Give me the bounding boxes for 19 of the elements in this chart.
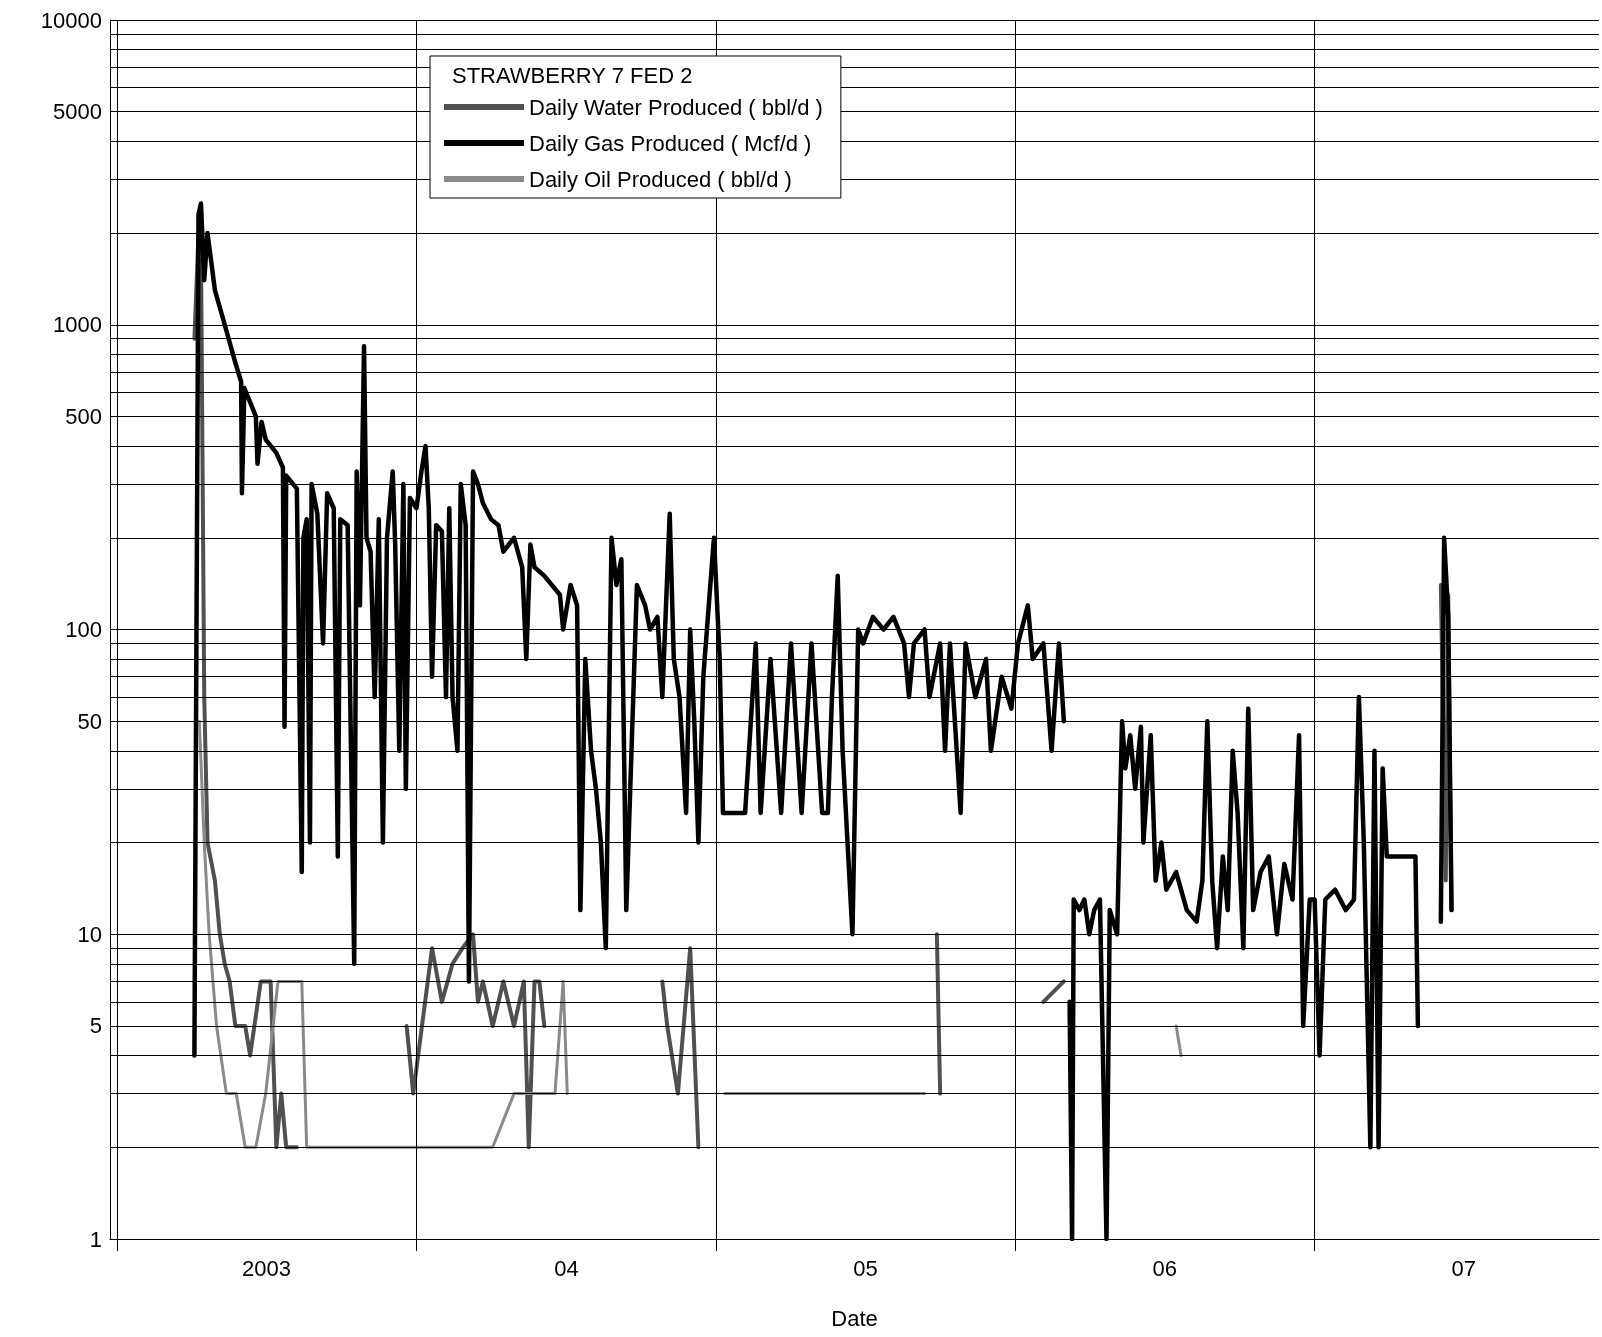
x-tick-label: 05 — [853, 1255, 878, 1281]
y-tick-label: 1000 — [53, 312, 102, 338]
y-tick-label: 1 — [89, 1226, 102, 1252]
y-tick-label: 10000 — [40, 7, 102, 33]
x-tick-label: 06 — [1152, 1255, 1177, 1281]
y-tick-label: 5 — [89, 1013, 102, 1039]
x-tick-label: 04 — [554, 1255, 579, 1281]
y-tick-label: 100 — [65, 617, 102, 642]
y-tick-label: 50 — [77, 708, 102, 734]
x-tick-label: 2003 — [242, 1255, 291, 1281]
legend-label: Daily Water Produced ( bbl/d ) — [529, 94, 823, 120]
legend-title: STRAWBERRY 7 FED 2 — [452, 62, 693, 88]
y-tick-label: 10 — [77, 921, 102, 947]
legend-label: Daily Oil Produced ( bbl/d ) — [529, 166, 792, 192]
y-tick-label: 500 — [65, 403, 102, 429]
legend-label: Daily Gas Produced ( Mcf/d ) — [529, 130, 812, 156]
x-axis-title: Date — [831, 1305, 878, 1331]
y-tick-label: 5000 — [53, 99, 102, 125]
x-tick-label: 07 — [1451, 1255, 1477, 1281]
